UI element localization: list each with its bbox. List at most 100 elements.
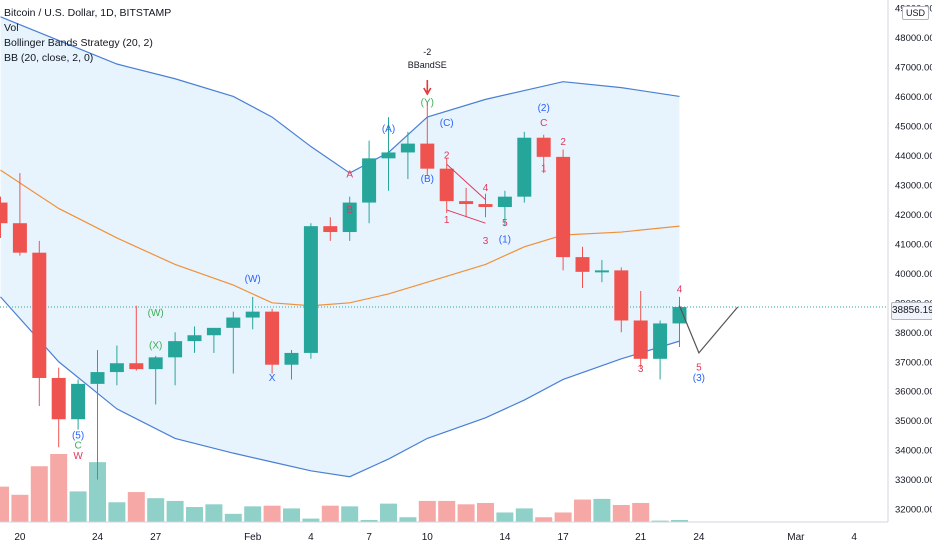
bollinger-lower-line (0, 296, 680, 478)
volume-bar (186, 507, 203, 522)
candle (129, 305, 144, 371)
symbol-title[interactable]: Bitcoin / U.S. Dollar, 1D, BITSTAMP (4, 7, 172, 19)
candle (400, 131, 415, 179)
bollinger-basis-line (0, 169, 680, 307)
volume-legend[interactable]: Vol (4, 22, 19, 34)
volume-bar (0, 486, 9, 522)
candle (245, 296, 260, 330)
candle (323, 217, 338, 241)
candle-body (90, 372, 105, 384)
candle-body (109, 363, 124, 373)
wave-label: (Y) (421, 97, 434, 108)
price-tick-label: 47000.00 (895, 62, 932, 73)
candle (342, 196, 357, 241)
wave-line (446, 209, 486, 224)
time-tick-label: 4 (851, 532, 857, 543)
candle-body (148, 357, 163, 370)
volume-bar (166, 500, 184, 522)
candle-body (206, 327, 221, 336)
wave-label: (X) (149, 340, 162, 351)
bollinger-fill (0, 16, 680, 477)
currency-button[interactable]: USD (902, 6, 930, 20)
wave-label: C (540, 118, 547, 129)
candle-body (129, 363, 144, 370)
candle (265, 308, 280, 374)
volume-bar (283, 508, 300, 522)
candle (71, 379, 86, 430)
candle (653, 320, 668, 380)
price-tick-label: 46000.00 (895, 92, 932, 103)
candle (51, 367, 66, 448)
volume-bar (205, 504, 223, 522)
candle (614, 267, 629, 333)
volume-bar (244, 506, 262, 522)
volume-bar (496, 512, 514, 522)
candle-body (168, 341, 183, 358)
candle (672, 296, 687, 348)
volume-bar (535, 517, 553, 522)
volume-bar (224, 513, 242, 522)
signal-count-label: -2 (423, 47, 431, 57)
price-tick-label: 36000.00 (895, 387, 932, 398)
wave-label: (1) (499, 234, 511, 245)
volume-bar (554, 512, 572, 522)
price-tick-label: 43000.00 (895, 180, 932, 191)
wave-label: C (74, 441, 81, 452)
price-tick-label: 34000.00 (895, 446, 932, 457)
wave-label: (W) (148, 308, 164, 319)
candle-body (439, 168, 454, 202)
price-tick-label: 44000.00 (895, 151, 932, 162)
wave-label: 2 (444, 150, 450, 161)
price-tick-label: 45000.00 (895, 121, 932, 132)
volume-bar (593, 498, 611, 522)
price-tick-label: 42000.00 (895, 210, 932, 221)
wave-label: 1 (541, 164, 547, 175)
candle (575, 246, 590, 289)
wave-label: 5 (502, 218, 508, 229)
projection-line (678, 305, 739, 355)
volume-bar (418, 500, 436, 522)
candle (226, 311, 241, 374)
price-tick-label: 41000.00 (895, 239, 932, 250)
candle-body (420, 143, 435, 169)
wave-label: 3 (483, 236, 489, 247)
candle-body (51, 377, 66, 420)
wave-label: (A) (382, 124, 395, 135)
candle-body (575, 257, 590, 272)
price-tick-label: 32000.00 (895, 505, 932, 516)
volume-bar (457, 504, 475, 522)
time-tick-label: 24 (693, 532, 705, 543)
volume-bar (477, 502, 494, 522)
candle (556, 149, 571, 271)
short-signal-arrow (423, 80, 432, 96)
time-tick-label: 7 (366, 532, 372, 543)
candle-body (633, 320, 648, 359)
candle-body (653, 323, 668, 359)
volume-bar (11, 494, 29, 522)
candle-body (323, 226, 338, 233)
time-tick-label: 27 (150, 532, 162, 543)
volume-bar (30, 466, 48, 522)
time-tick-label: Mar (787, 532, 805, 543)
candle-body (478, 204, 493, 207)
volume-bar (612, 505, 630, 522)
candle-body (284, 352, 299, 365)
wave-label: (3) (693, 373, 705, 384)
candle-body (12, 223, 27, 253)
price-tick-label: 38000.00 (895, 328, 932, 339)
volume-bar (632, 502, 650, 522)
bollinger-legend[interactable]: BB (20, close, 2, 0) (4, 52, 94, 64)
chart-legend: Bitcoin / U.S. Dollar, 1D, BITSTAMP Vol … (4, 6, 171, 66)
candle-body (594, 270, 609, 273)
wave-label: (B) (421, 174, 434, 185)
candle (284, 349, 299, 380)
strategy-legend[interactable]: Bollinger Bands Strategy (20, 2) (4, 37, 153, 49)
time-tick-label: 24 (92, 532, 104, 543)
candle (497, 190, 512, 227)
candle-body (0, 202, 8, 224)
candle-body (187, 335, 202, 342)
price-tick-label: 35000.00 (895, 416, 932, 427)
wave-label: (5) (72, 430, 84, 441)
price-tick-label: 37000.00 (895, 357, 932, 368)
